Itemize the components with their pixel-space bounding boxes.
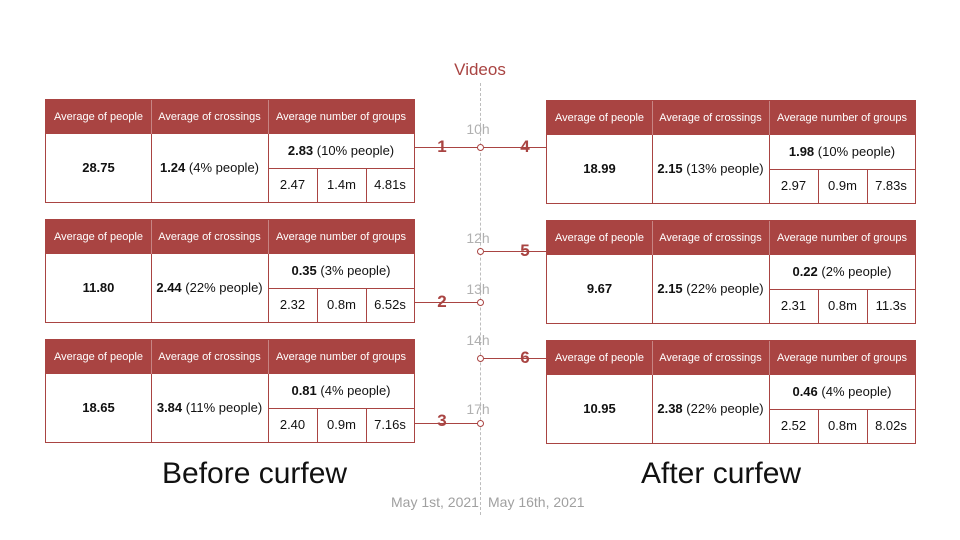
crossings-value: 2.44 (22% people) [156,280,263,295]
stats-table-video-6: Average of people Average of crossings Ave… [546,340,916,444]
timeline-dot-13h [477,299,484,306]
connector-5 [484,251,546,252]
group-size-value: 2.52 [780,418,807,433]
header-groups: Average number of groups [275,111,407,123]
table-header [46,100,414,134]
groups-value: 0.35 (3% people) [291,263,391,278]
header-crossings: Average of crossings [158,111,261,123]
header-crossings: Average of crossings [659,352,762,364]
group-duration-value: 7.16s [374,417,406,432]
video-number-3: 3 [437,411,447,430]
table-header [547,341,915,375]
timeline-dot-12h [477,248,484,255]
table-header [46,340,414,374]
group-distance-value: 0.8m [828,298,857,313]
videos-title: Videos [454,60,506,79]
after-date: May 16th, 2021 [488,494,585,510]
group-distance-value: 0.9m [327,417,356,432]
time-label-13h: 13h [466,281,490,297]
connector-2 [415,302,478,303]
group-duration-value: 7.83s [875,178,907,193]
connector-4 [484,147,546,148]
group-distance-value: 1.4m [327,177,356,192]
crossings-value: 2.15 (22% people) [657,281,764,296]
group-size-value: 2.32 [279,297,306,312]
timeline-dot-10h [477,144,484,151]
table-header [46,220,414,254]
stats-table-video-1: Average of people Average of crossings Ave… [45,99,415,203]
header-groups: Average number of groups [776,232,908,244]
groups-value: 2.83 (10% people) [287,143,395,158]
people-value: 9.67 [586,281,613,296]
header-groups: Average number of groups [275,351,407,363]
groups-value: 1.98 (10% people) [788,144,896,159]
crossings-value: 2.15 (13% people) [657,161,764,176]
video-number-1: 1 [437,137,447,156]
video-number-4: 4 [520,137,530,156]
header-groups: Average number of groups [776,112,908,124]
before-curfew-title: Before curfew [162,457,348,490]
group-duration-value: 11.3s [875,298,907,313]
connector-6 [484,358,546,359]
header-crossings: Average of crossings [659,232,762,244]
group-size-value: 2.31 [780,298,807,313]
header-groups: Average number of groups [275,231,407,243]
group-size-value: 2.40 [279,417,306,432]
people-value: 28.75 [82,160,115,175]
header-crossings: Average of crossings [158,351,261,363]
connector-3 [415,423,478,424]
connector-1 [415,147,478,148]
header-crossings: Average of crossings [659,112,762,124]
header-people: Average of people [53,351,144,363]
group-duration-value: 8.02s [875,418,907,433]
groups-value: 0.46 (4% people) [792,384,892,399]
group-size-value: 2.97 [780,178,807,193]
group-distance-value: 0.8m [828,418,857,433]
header-people: Average of people [53,231,144,243]
groups-value: 0.81 (4% people) [291,383,391,398]
after-curfew-title: After curfew [641,457,802,490]
video-number-2: 2 [437,292,447,311]
people-value: 11.80 [82,280,115,295]
crossings-value: 1.24 (4% people) [159,160,260,175]
timeline-dot-17h [477,420,484,427]
before-date: May 1st, 2021 [391,494,479,510]
people-value: 18.99 [583,161,616,176]
table-header [547,101,915,135]
time-label-14h: 14h [466,332,490,348]
stats-table-video-3: Average of people Average of crossings Ave… [45,339,415,443]
group-size-value: 2.47 [279,177,306,192]
group-distance-value: 0.9m [828,178,857,193]
time-label-10h: 10h [466,121,490,137]
header-people: Average of people [554,112,645,124]
group-duration-value: 4.81s [374,177,406,192]
video-number-6: 6 [520,348,530,367]
stats-table-video-4: Average of people Average of crossings Ave… [546,100,916,204]
time-label-12h: 12h [466,230,490,246]
group-duration-value: 6.52s [374,297,406,312]
timeline-dot-14h [477,355,484,362]
people-value: 18.65 [82,400,115,415]
header-people: Average of people [554,352,645,364]
header-groups: Average number of groups [776,352,908,364]
groups-value: 0.22 (2% people) [792,264,892,279]
stats-table-video-2: Average of people Average of crossings Ave… [45,219,415,323]
video-number-5: 5 [520,241,530,260]
group-distance-value: 0.8m [327,297,356,312]
people-value: 10.95 [583,401,616,416]
time-label-17h: 17h [466,401,490,417]
crossings-value: 2.38 (22% people) [657,401,764,416]
header-crossings: Average of crossings [158,231,261,243]
crossings-value: 3.84 (11% people) [156,400,263,415]
table-header [547,221,915,255]
stats-table-video-5: Average of people Average of crossings Ave… [546,220,916,324]
header-people: Average of people [53,111,144,123]
header-people: Average of people [554,232,645,244]
